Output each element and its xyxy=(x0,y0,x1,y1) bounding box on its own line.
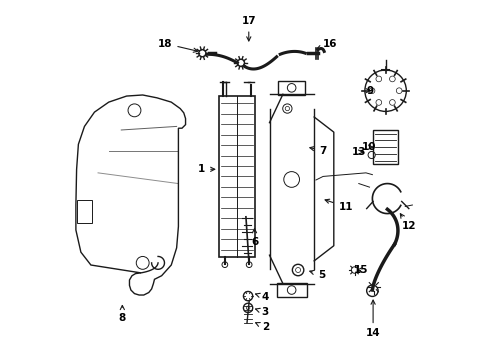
Text: 2: 2 xyxy=(255,322,268,332)
Text: 4: 4 xyxy=(255,292,268,302)
Text: 9: 9 xyxy=(365,86,373,96)
Text: 7: 7 xyxy=(309,146,326,156)
Text: 16: 16 xyxy=(316,39,337,49)
Text: 8: 8 xyxy=(119,306,126,323)
Text: 12: 12 xyxy=(400,214,415,231)
Text: 11: 11 xyxy=(325,199,352,212)
Text: 5: 5 xyxy=(309,270,325,280)
Text: 14: 14 xyxy=(365,300,380,338)
Text: 3: 3 xyxy=(255,307,268,317)
Text: 13: 13 xyxy=(351,147,366,157)
Text: 6: 6 xyxy=(250,229,258,247)
Text: 18: 18 xyxy=(158,39,197,52)
Text: 15: 15 xyxy=(353,265,367,275)
Text: 1: 1 xyxy=(198,164,214,174)
Text: 10: 10 xyxy=(362,142,376,152)
Text: 17: 17 xyxy=(241,17,256,41)
